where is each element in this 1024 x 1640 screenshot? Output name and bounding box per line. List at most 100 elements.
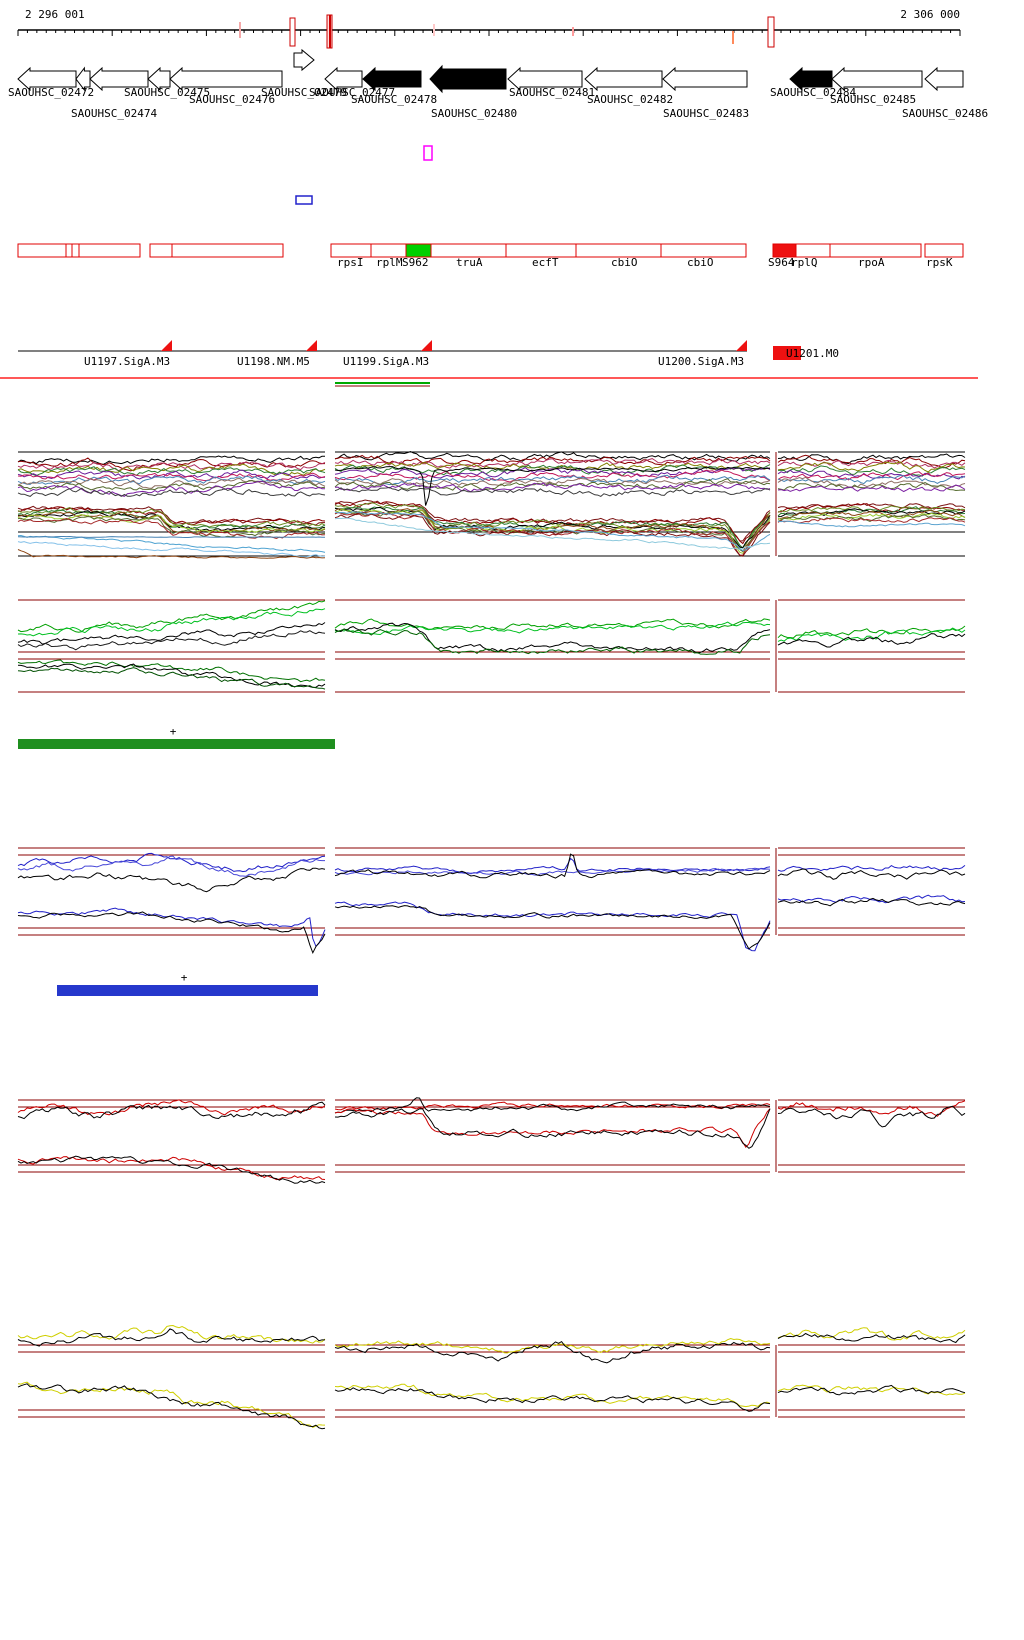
gene-label: SAOUHSC_02472 <box>8 86 94 99</box>
track-series <box>17 461 326 472</box>
gene-label: SAOUHSC_02483 <box>663 107 749 120</box>
track-series <box>334 628 771 655</box>
track-series <box>334 1108 771 1149</box>
track-series <box>17 608 326 637</box>
track-series <box>334 1097 771 1114</box>
track-series <box>334 621 771 636</box>
gene-arrow[interactable] <box>75 66 91 92</box>
track-series <box>17 630 326 651</box>
tu-label: U1199.SigA.M3 <box>343 355 429 368</box>
tu-red-box[interactable] <box>773 346 801 360</box>
feature-box[interactable] <box>924 243 964 258</box>
track-series <box>777 1105 966 1128</box>
track-series <box>17 907 326 948</box>
track-series <box>334 466 771 506</box>
track-series <box>334 1387 771 1412</box>
track-series <box>777 868 966 880</box>
track-series <box>17 1383 326 1430</box>
gene-arrow[interactable] <box>789 66 833 92</box>
track-series <box>777 1332 966 1344</box>
track-series <box>777 627 966 642</box>
tu-overlap-label: U1201.M0 <box>786 347 839 360</box>
gene-label: SAOUHSC_02485 <box>830 93 916 106</box>
gene-label: SAOUHSC_02478 <box>351 93 437 106</box>
track-series <box>17 1328 325 1347</box>
track-series <box>777 1327 966 1341</box>
feature-label: cbiO <box>687 256 714 269</box>
track-series <box>334 454 771 466</box>
track-series <box>777 1100 966 1117</box>
tu-end-flag <box>736 340 747 351</box>
track-series <box>777 520 966 528</box>
track-series <box>777 517 966 524</box>
track-series <box>17 507 326 528</box>
strand-bar[interactable] <box>18 739 335 749</box>
gene-label: SAOUHSC_02475 <box>124 86 210 99</box>
gene-arrow[interactable] <box>17 66 77 92</box>
gene-arrow[interactable] <box>169 66 283 92</box>
track-series <box>777 484 966 493</box>
gene-arrow[interactable] <box>429 64 507 94</box>
track-series <box>334 478 771 491</box>
track-series <box>777 512 966 521</box>
gene-arrow[interactable] <box>362 66 422 92</box>
gene-arrow[interactable] <box>293 48 315 72</box>
track-series <box>777 482 966 492</box>
feature-box[interactable] <box>660 243 747 258</box>
track-series <box>17 622 326 645</box>
track-series <box>17 1156 326 1181</box>
feature-label: rplM <box>376 256 403 269</box>
ruler-start-label: 2 296 001 <box>25 8 85 21</box>
gene-arrow[interactable] <box>831 66 923 92</box>
track-series <box>334 1108 771 1149</box>
gene-label: SAOUHSC_02476 <box>189 93 275 106</box>
track-series <box>17 867 326 893</box>
ruler-marker <box>289 17 296 47</box>
feature-label: rpoA <box>858 256 885 269</box>
ruler-end-label: 2 306 000 <box>900 8 960 21</box>
gene-arrow[interactable] <box>147 66 171 92</box>
gene-arrow[interactable] <box>924 66 964 92</box>
track-series <box>17 535 325 538</box>
track-series <box>334 474 771 486</box>
track-series <box>334 450 771 462</box>
track-series <box>17 511 326 534</box>
track-series <box>777 454 966 469</box>
track-series <box>17 513 326 534</box>
feature-label: S964 <box>768 256 795 269</box>
feature-box[interactable] <box>149 243 284 258</box>
gene-label: SAOUHSC_02484 <box>770 86 856 99</box>
gene-arrow[interactable] <box>662 66 748 92</box>
track-series <box>334 502 771 549</box>
gene-arrow[interactable] <box>507 66 583 92</box>
track-series <box>334 469 771 483</box>
track-series <box>17 534 326 553</box>
blue-marker-box <box>295 195 313 205</box>
track-series <box>17 455 325 465</box>
track-series <box>334 482 771 493</box>
track-series <box>334 464 771 477</box>
feature-label: ecfT <box>532 256 559 269</box>
gene-label: SAOUHSC_02474 <box>71 107 157 120</box>
track-series <box>334 486 771 497</box>
gene-arrow[interactable] <box>324 66 363 92</box>
track-series <box>334 867 771 876</box>
track-series <box>17 466 326 477</box>
track-series <box>334 1337 771 1354</box>
track-series <box>777 897 966 907</box>
track-series <box>334 511 771 557</box>
track-series <box>17 663 326 688</box>
feature-box[interactable] <box>829 243 922 258</box>
gene-arrow[interactable] <box>89 66 149 92</box>
track-series <box>334 467 771 479</box>
strand-bar[interactable] <box>57 985 318 996</box>
track-series <box>777 461 966 473</box>
track-series <box>334 511 771 556</box>
track-series <box>17 659 326 683</box>
track-series <box>777 459 966 469</box>
track-series <box>17 479 326 491</box>
gene-arrow[interactable] <box>584 66 663 92</box>
track-series <box>17 549 326 559</box>
track-series <box>777 476 966 489</box>
track-series <box>334 506 771 549</box>
